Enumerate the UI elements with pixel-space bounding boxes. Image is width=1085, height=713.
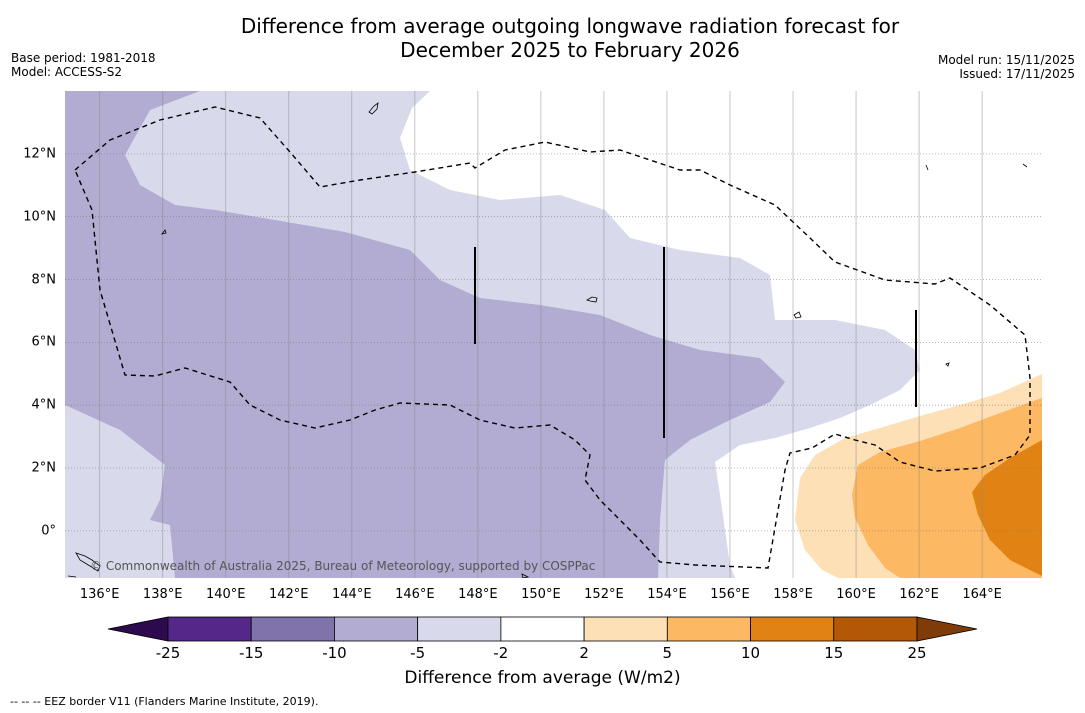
latitude-label: 12°N xyxy=(23,146,56,162)
colorbar xyxy=(107,616,978,642)
latitude-label: 10°N xyxy=(23,209,56,225)
title-line-2: December 2025 to February 2026 xyxy=(400,38,740,62)
longitude-label: 144°E xyxy=(332,587,372,602)
graticule xyxy=(65,91,1042,578)
eez-footnote: -- -- -- EEZ border V11 (Flanders Marine… xyxy=(10,695,319,708)
anomaly-fill-dark-orange xyxy=(972,440,1042,576)
model-name: Model: ACCESS-S2 xyxy=(11,65,123,79)
longitude-label: 164°E xyxy=(962,587,1002,602)
colorbar-tick: 5 xyxy=(662,644,673,662)
longitude-label: 162°E xyxy=(899,587,939,602)
longitude-label: 142°E xyxy=(268,587,309,602)
longitude-label: 150°E xyxy=(521,587,561,602)
colorbar-min-extension xyxy=(107,616,169,642)
longitude-label: 140°E xyxy=(205,587,246,602)
longitude-label: 138°E xyxy=(142,587,183,602)
colorbar-tick: -25 xyxy=(155,644,181,662)
longitude-label: 158°E xyxy=(773,587,813,602)
colorbar-segment xyxy=(583,616,668,642)
map-title: Difference from average outgoing longwav… xyxy=(0,14,1085,62)
latitude-label: 0° xyxy=(41,523,56,539)
latitude-label: 2°N xyxy=(31,460,57,476)
colorbar-label: Difference from average (W/m2) xyxy=(404,668,681,688)
colorbar-segment xyxy=(417,616,502,642)
colorbar-tick: 25 xyxy=(907,644,927,662)
colorbar-segment xyxy=(750,616,835,642)
latitude-label: 4°N xyxy=(31,397,57,413)
colorbar-tick: -10 xyxy=(322,644,347,662)
eez-border xyxy=(74,106,1031,569)
map-plot-area: © Commonwealth of Australia 2025, Bureau… xyxy=(65,91,1042,578)
colorbar-tick: 15 xyxy=(824,644,844,662)
model-run: Model run: 15/11/2025 xyxy=(937,53,1075,67)
colorbar-segment xyxy=(167,616,252,642)
colorbar-segment xyxy=(833,616,918,642)
longitude-label: 156°E xyxy=(710,587,750,602)
latitude-label: 6°N xyxy=(31,334,57,350)
base-period: Base period: 1981-2018 xyxy=(11,51,156,65)
longitude-label: 146°E xyxy=(395,587,435,602)
colorbar-segment xyxy=(500,616,585,642)
colorbar-tick: -2 xyxy=(493,644,509,662)
longitude-label: 152°E xyxy=(584,587,624,602)
colorbar-segment xyxy=(666,616,751,642)
colorbar-segment xyxy=(334,616,419,642)
longitude-label: 148°E xyxy=(458,587,498,602)
title-line-1: Difference from average outgoing longwav… xyxy=(240,14,900,38)
colorbar-tick: -5 xyxy=(410,644,426,662)
copyright-notice: © Commonwealth of Australia 2025, Bureau… xyxy=(90,559,595,573)
colorbar-tick: 10 xyxy=(741,644,761,662)
longitude-label: 154°E xyxy=(647,587,687,602)
colorbar-max-extension xyxy=(916,616,978,642)
meta-left: Base period: 1981-2018 Model: ACCESS-S2 xyxy=(11,51,156,79)
colorbar-tick: -15 xyxy=(238,644,264,662)
longitude-label: 136°E xyxy=(79,587,120,602)
anomaly-fill-medium-purple xyxy=(65,91,785,578)
colorbar-segment xyxy=(250,616,335,642)
longitude-label: 160°E xyxy=(836,587,876,602)
latitude-label: 8°N xyxy=(31,272,57,288)
coastlines xyxy=(67,102,1028,578)
meta-right: Model run: 15/11/2025 Issued: 17/11/2025 xyxy=(938,53,1075,81)
colorbar-tick: 2 xyxy=(579,644,589,662)
issued-date: Issued: 17/11/2025 xyxy=(959,67,1075,81)
